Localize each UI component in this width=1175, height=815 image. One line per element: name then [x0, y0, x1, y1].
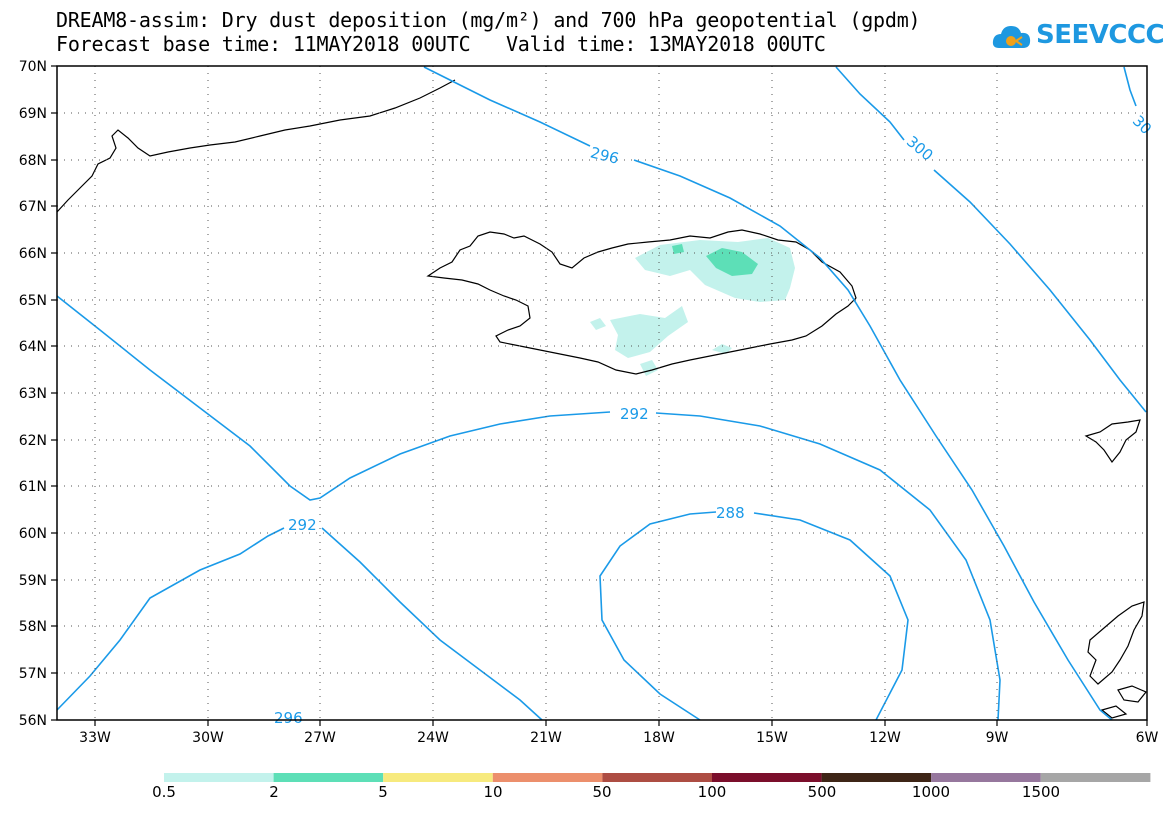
lat-label-58n: 58N [19, 619, 47, 635]
contour-labels: 296 300 30 292 288 292 296 [274, 112, 1155, 727]
lon-label-27w: 27W [304, 730, 336, 746]
legend-swatch-2 [273, 773, 384, 782]
contour-label-296-north: 296 [589, 143, 621, 167]
lat-label-67n: 67N [19, 199, 47, 215]
lat-label-62n: 62N [19, 433, 47, 449]
coastlines [56, 79, 1147, 719]
lat-label-66n: 66N [19, 246, 47, 262]
lat-label-69n: 69N [19, 106, 47, 122]
lat-label-68n: 68N [19, 153, 47, 169]
lat-label-56n: 56N [19, 713, 47, 729]
lon-label-6w: 6W [1136, 730, 1159, 746]
legend-label-500: 500 [807, 783, 837, 801]
longitude-labels: 33W 30W 27W 24W 21W 18W 15W 12W 9W 6W [79, 730, 1158, 746]
cloud-icon [992, 26, 1031, 48]
legend-swatch-7 [821, 773, 932, 782]
legend-label-2: 2 [269, 783, 279, 801]
lat-label-60n: 60N [19, 526, 47, 542]
lat-label-59n: 59N [19, 573, 47, 589]
map-title: DREAM8-assim: Dry dust deposition (mg/m²… [56, 8, 921, 32]
latitude-labels: 70N 69N 68N 67N 66N 65N 64N 63N 62N 61N … [19, 59, 47, 729]
lon-label-9w: 9W [986, 730, 1009, 746]
seevccc-logo: SEEVCCC [992, 18, 1165, 58]
contour-label-292-west: 292 [288, 516, 317, 534]
lat-label-57n: 57N [19, 666, 47, 682]
contour-label-300: 300 [903, 132, 937, 164]
legend-swatch-1 [164, 773, 274, 782]
lon-label-33w: 33W [79, 730, 111, 746]
lat-label-63n: 63N [19, 386, 47, 402]
legend-label-100: 100 [697, 783, 727, 801]
legend-swatch-4 [492, 773, 603, 782]
legend-label-10: 10 [483, 783, 503, 801]
contour-label-30-edge: 30 [1129, 112, 1155, 138]
legend-swatch-8 [931, 773, 1041, 782]
legend-swatch-6 [712, 773, 822, 782]
contour-label-296-south: 296 [274, 709, 303, 727]
contour-label-292-center: 292 [620, 405, 649, 423]
legend-swatch-3 [383, 773, 493, 782]
legend-swatch-5 [602, 773, 712, 782]
lon-label-18w: 18W [643, 730, 675, 746]
logo-text: SEEVCCC [1036, 20, 1165, 50]
forecast-time-line: Forecast base time: 11MAY2018 00UTC Vali… [56, 32, 826, 56]
lon-label-15w: 15W [756, 730, 788, 746]
legend-swatch-9 [1040, 773, 1151, 782]
legend-colorbar [164, 773, 1151, 782]
lat-label-64n: 64N [19, 339, 47, 355]
lat-label-65n: 65N [19, 293, 47, 309]
lon-label-12w: 12W [869, 730, 901, 746]
legend-label-1000: 1000 [911, 783, 951, 801]
lon-label-24w: 24W [417, 730, 449, 746]
legend-label-1500: 1500 [1021, 783, 1061, 801]
legend-label-0.5: 0.5 [152, 783, 176, 801]
contour-label-288: 288 [716, 504, 745, 522]
legend-label-50: 50 [592, 783, 612, 801]
tick-marks [51, 65, 1148, 726]
lat-label-61n: 61N [19, 479, 47, 495]
legend-label-5: 5 [378, 783, 388, 801]
geopotential-contours [56, 66, 1147, 721]
lat-label-70n: 70N [19, 59, 47, 75]
dust-deposition-shading [590, 238, 795, 376]
lon-label-30w: 30W [192, 730, 224, 746]
lon-label-21w: 21W [530, 730, 562, 746]
